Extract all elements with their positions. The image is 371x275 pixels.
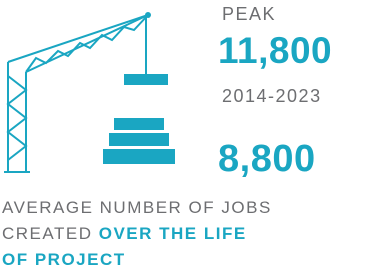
- average-value: 8,800: [218, 138, 316, 181]
- caption-line: CREATED OVER THE LIFE: [2, 224, 247, 244]
- infographic: {"peak": {"label": "PEAK", "value": "11,…: [0, 0, 371, 275]
- caption-emphasis: OF PROJECT: [2, 250, 126, 269]
- caption-emphasis: OVER THE LIFE: [99, 224, 247, 243]
- peak-value: 11,800: [218, 30, 332, 72]
- peak-period: 2014-2023: [222, 86, 322, 107]
- crane-icon: [0, 0, 200, 185]
- peak-label: PEAK: [222, 4, 276, 25]
- caption-line: OF PROJECT: [2, 250, 126, 270]
- caption-text: CREATED: [2, 224, 92, 243]
- caption-line: AVERAGE NUMBER OF JOBS: [2, 198, 272, 218]
